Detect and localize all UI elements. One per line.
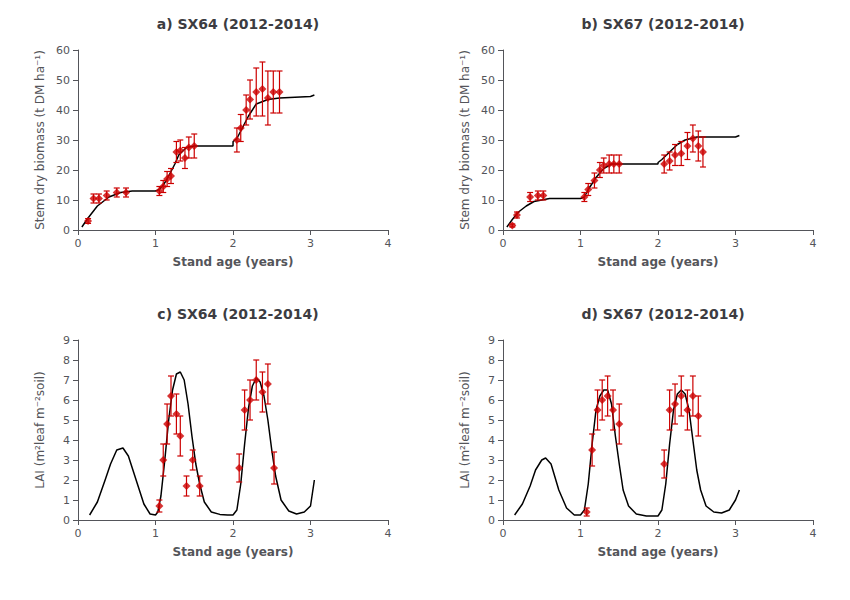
svg-text:2: 2 — [230, 527, 237, 540]
svg-text:0: 0 — [75, 527, 82, 540]
svg-text:4: 4 — [385, 527, 392, 540]
svg-text:7: 7 — [488, 374, 495, 387]
svg-text:LAI (m²leaf m⁻²soil): LAI (m²leaf m⁻²soil) — [458, 371, 472, 489]
svg-text:Stand age (years): Stand age (years) — [598, 255, 719, 269]
svg-text:5: 5 — [488, 414, 495, 427]
svg-text:50: 50 — [481, 74, 495, 87]
svg-text:1: 1 — [577, 527, 584, 540]
svg-text:a) SX64 (2012-2014): a) SX64 (2012-2014) — [157, 16, 320, 32]
svg-text:1: 1 — [488, 494, 495, 507]
svg-text:2: 2 — [230, 237, 237, 250]
svg-text:0: 0 — [488, 224, 495, 237]
svg-text:1: 1 — [577, 237, 584, 250]
svg-text:3: 3 — [307, 527, 314, 540]
svg-text:Stem dry biomass (t DM ha⁻¹): Stem dry biomass (t DM ha⁻¹) — [33, 50, 47, 230]
svg-text:40: 40 — [481, 104, 495, 117]
svg-text:3: 3 — [307, 237, 314, 250]
svg-text:LAI (m²leaf m⁻²soil): LAI (m²leaf m⁻²soil) — [33, 371, 47, 489]
svg-text:1: 1 — [152, 237, 159, 250]
svg-text:6: 6 — [488, 394, 495, 407]
svg-text:9: 9 — [488, 334, 495, 347]
svg-text:Stand age (years): Stand age (years) — [598, 545, 719, 559]
svg-text:9: 9 — [63, 334, 70, 347]
svg-text:4: 4 — [810, 527, 817, 540]
svg-text:1: 1 — [152, 527, 159, 540]
svg-text:2: 2 — [655, 237, 662, 250]
svg-text:d) SX67 (2012-2014): d) SX67 (2012-2014) — [581, 306, 744, 322]
svg-text:3: 3 — [63, 454, 70, 467]
svg-text:30: 30 — [481, 134, 495, 147]
svg-text:20: 20 — [56, 164, 70, 177]
svg-text:4: 4 — [63, 434, 70, 447]
svg-text:3: 3 — [732, 237, 739, 250]
svg-text:10: 10 — [481, 194, 495, 207]
svg-text:4: 4 — [385, 237, 392, 250]
svg-text:0: 0 — [500, 527, 507, 540]
svg-text:Stand age (years): Stand age (years) — [173, 255, 294, 269]
svg-text:Stem dry biomass (t DM ha⁻¹): Stem dry biomass (t DM ha⁻¹) — [458, 50, 472, 230]
svg-text:7: 7 — [63, 374, 70, 387]
svg-text:0: 0 — [488, 514, 495, 527]
svg-text:6: 6 — [63, 394, 70, 407]
svg-text:b) SX67 (2012-2014): b) SX67 (2012-2014) — [581, 16, 744, 32]
svg-text:2: 2 — [655, 527, 662, 540]
svg-text:0: 0 — [63, 224, 70, 237]
svg-text:Stand age (years): Stand age (years) — [173, 545, 294, 559]
svg-text:30: 30 — [56, 134, 70, 147]
svg-text:50: 50 — [56, 74, 70, 87]
svg-text:60: 60 — [481, 44, 495, 57]
svg-text:c) SX64 (2012-2014): c) SX64 (2012-2014) — [157, 306, 318, 322]
svg-text:0: 0 — [75, 237, 82, 250]
svg-text:8: 8 — [63, 354, 70, 367]
svg-text:2: 2 — [63, 474, 70, 487]
svg-text:2: 2 — [488, 474, 495, 487]
svg-text:10: 10 — [56, 194, 70, 207]
svg-text:20: 20 — [481, 164, 495, 177]
svg-text:3: 3 — [488, 454, 495, 467]
svg-text:0: 0 — [500, 237, 507, 250]
svg-text:8: 8 — [488, 354, 495, 367]
svg-text:4: 4 — [488, 434, 495, 447]
svg-text:0: 0 — [63, 514, 70, 527]
svg-text:5: 5 — [63, 414, 70, 427]
svg-text:3: 3 — [732, 527, 739, 540]
svg-text:40: 40 — [56, 104, 70, 117]
svg-text:60: 60 — [56, 44, 70, 57]
svg-text:4: 4 — [810, 237, 817, 250]
svg-text:1: 1 — [63, 494, 70, 507]
